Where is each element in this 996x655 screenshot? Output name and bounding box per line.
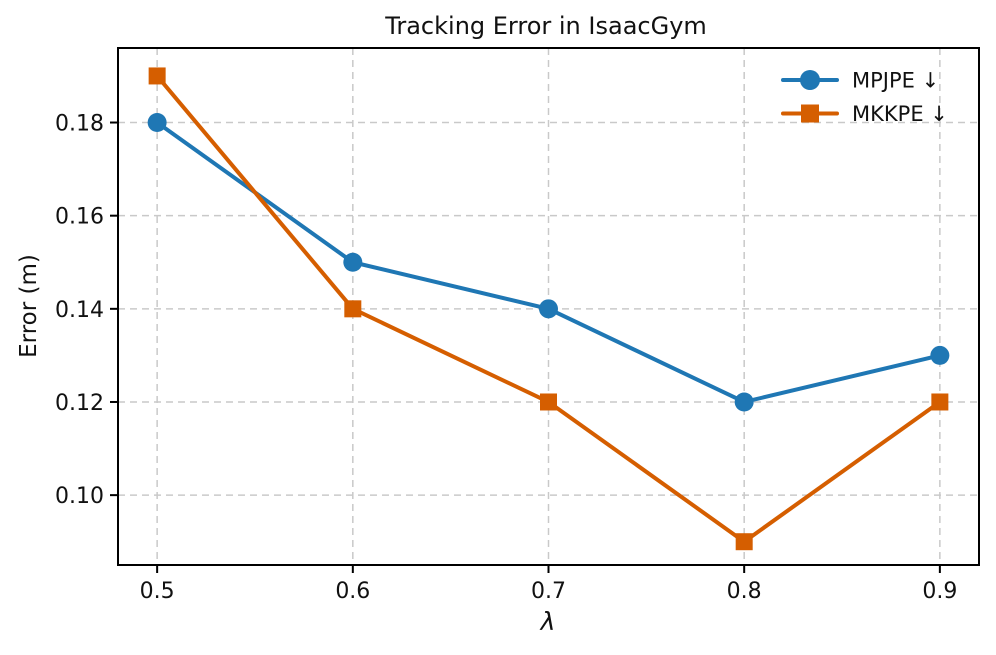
data-point-marker (148, 67, 166, 85)
x-tick-label: 0.5 (140, 579, 175, 604)
data-series (147, 67, 950, 551)
legend: MPJPE ↓ MKKPE ↓ (781, 69, 948, 126)
data-point-marker (147, 113, 167, 133)
series-mkkpe (148, 67, 949, 551)
y-axis-label: Error (m) (16, 254, 42, 358)
data-point-marker (735, 533, 753, 551)
x-tick-label: 0.8 (727, 579, 762, 604)
data-point-marker (931, 393, 949, 411)
x-axis-label: λ (539, 607, 556, 636)
data-point-marker (344, 300, 362, 318)
legend-marker-circle (800, 70, 820, 90)
y-tick-label: 0.16 (55, 205, 104, 230)
data-point-marker (539, 299, 558, 319)
data-point-marker (540, 393, 557, 411)
legend-entry: MPJPE ↓ (781, 69, 939, 93)
y-tick-label: 0.12 (55, 391, 104, 416)
y-tick-label: 0.10 (55, 484, 104, 509)
data-point-marker (734, 392, 754, 412)
x-tick-label: 0.9 (922, 579, 957, 604)
data-point-marker (930, 345, 950, 365)
data-point-marker (343, 252, 363, 272)
legend-label: MKKPE ↓ (852, 102, 948, 126)
y-tick-label: 0.18 (55, 112, 104, 137)
y-tick-label: 0.14 (55, 298, 104, 323)
x-tick-label: 0.6 (335, 579, 370, 604)
legend-entry: MKKPE ↓ (781, 102, 948, 126)
axes (110, 47, 980, 573)
series-mpjpe (147, 113, 950, 412)
legend-label: MPJPE ↓ (852, 69, 939, 93)
chart-title: Tracking Error in IsaacGym (384, 12, 707, 40)
x-tick-label: 0.7 (531, 579, 566, 604)
legend-marker-square (801, 104, 819, 123)
tick-labels: 0.5 0.6 0.7 0.8 0.9 0.10 0.12 0.14 0.16 0.18 (55, 112, 957, 604)
